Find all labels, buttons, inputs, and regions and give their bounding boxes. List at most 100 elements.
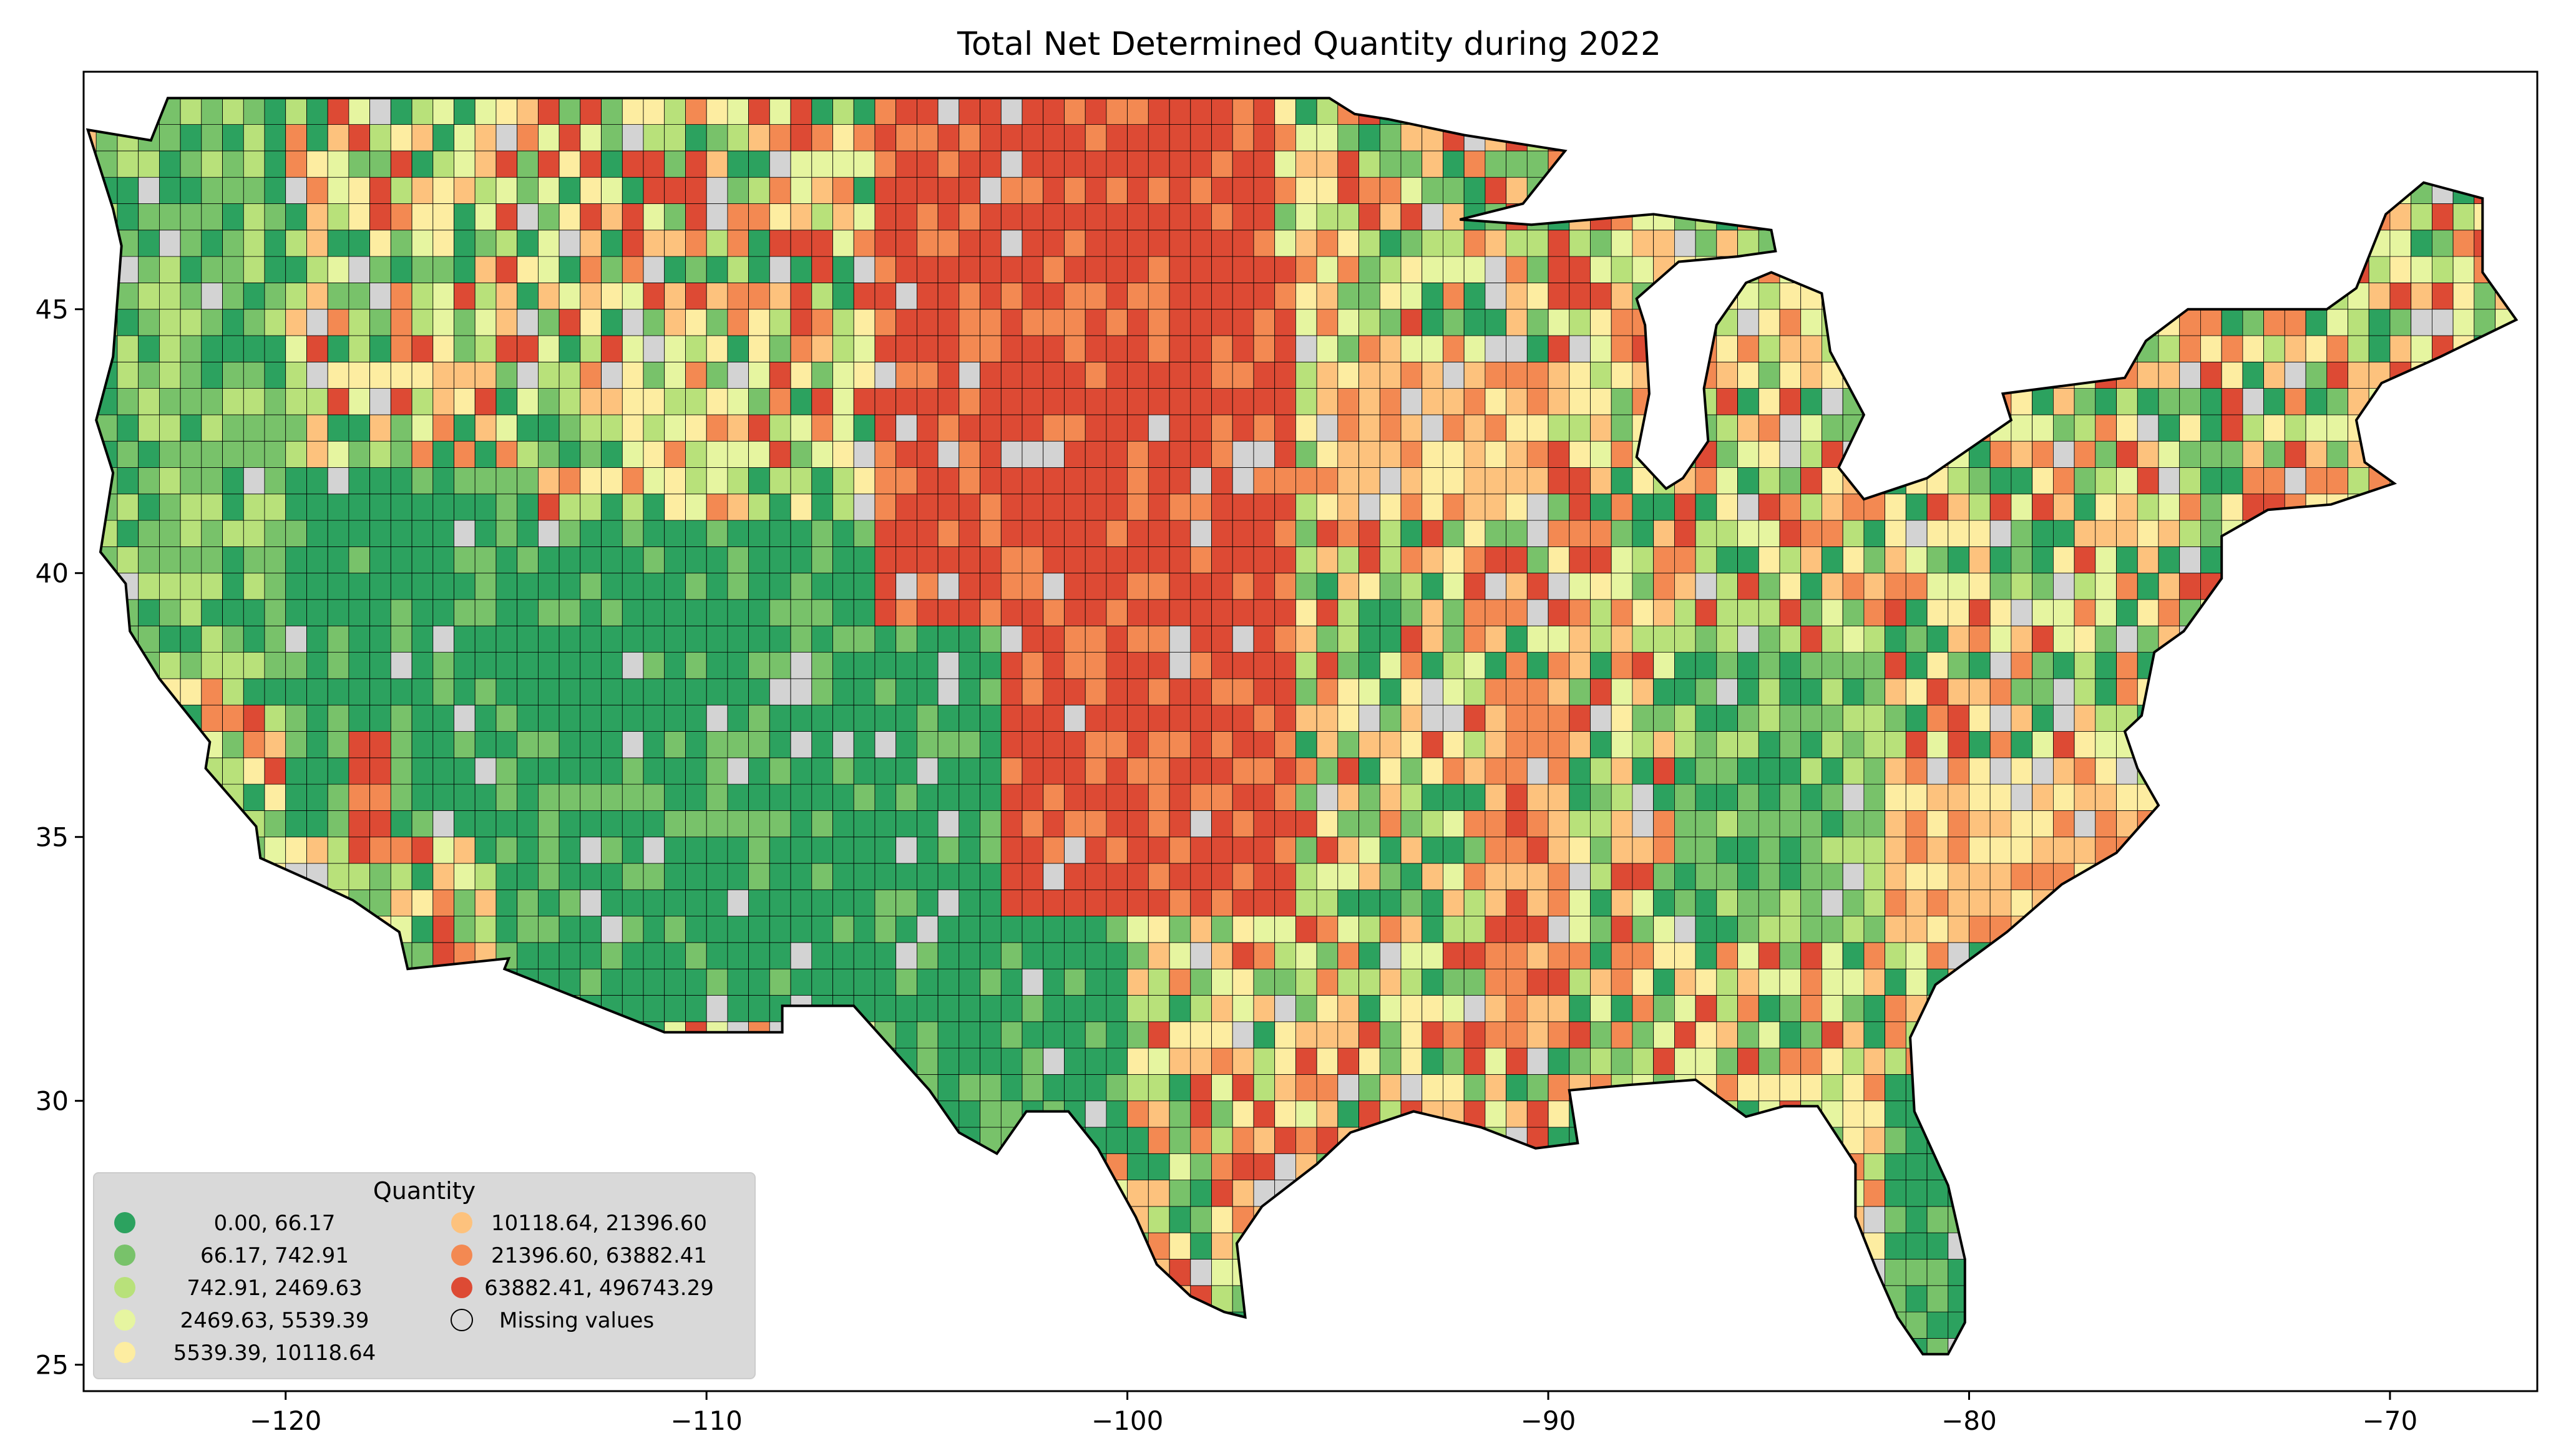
county-region xyxy=(1674,230,1696,257)
county-region xyxy=(411,546,434,574)
county-region xyxy=(622,361,644,389)
county-region xyxy=(874,440,897,468)
county-region xyxy=(1211,1127,1233,1154)
county-region xyxy=(2095,467,2117,495)
county-region xyxy=(1337,361,1359,389)
county-region xyxy=(180,256,202,283)
county-region xyxy=(895,388,917,415)
county-region xyxy=(1758,520,1780,547)
county-region xyxy=(1695,493,1717,521)
county-region xyxy=(643,810,665,838)
county-region xyxy=(1779,968,1802,996)
county-region xyxy=(643,309,665,336)
county-region xyxy=(474,335,497,362)
county-region xyxy=(1905,1285,1928,1313)
county-region xyxy=(1548,837,1570,864)
county-region xyxy=(1506,467,1528,495)
county-region xyxy=(2158,493,2180,521)
county-region xyxy=(1485,678,1506,706)
county-region xyxy=(1695,784,1717,811)
county-region xyxy=(495,810,518,838)
county-region xyxy=(917,520,939,547)
county-region xyxy=(1779,810,1802,838)
county-region xyxy=(1526,493,1549,521)
county-region xyxy=(1022,1021,1044,1049)
county-region xyxy=(1358,335,1380,362)
county-region xyxy=(980,1047,1002,1075)
county-region xyxy=(454,625,476,653)
county-region xyxy=(895,98,917,125)
county-region xyxy=(1169,230,1191,257)
county-region xyxy=(1506,177,1528,204)
county-region xyxy=(832,678,854,706)
county-region xyxy=(1190,810,1212,838)
county-region xyxy=(348,361,371,389)
county-region xyxy=(685,414,707,442)
county-region xyxy=(1695,889,1717,917)
county-region xyxy=(685,493,707,521)
county-region xyxy=(1000,309,1023,336)
county-region xyxy=(580,731,602,759)
county-region xyxy=(1905,837,1928,864)
county-region xyxy=(980,361,1002,389)
county-region xyxy=(1590,889,1612,917)
county-region xyxy=(1064,546,1086,574)
county-region xyxy=(390,810,412,838)
county-region xyxy=(1463,414,1486,442)
county-region xyxy=(159,230,181,257)
county-region xyxy=(1422,440,1443,468)
county-region xyxy=(1043,309,1065,336)
county-region xyxy=(664,863,686,890)
county-region xyxy=(201,335,223,362)
county-region xyxy=(832,916,854,943)
county-region xyxy=(369,98,391,125)
county-region xyxy=(790,599,812,626)
county-region xyxy=(1064,863,1086,890)
county-region xyxy=(643,757,665,785)
county-region xyxy=(937,784,960,811)
county-region xyxy=(1064,784,1086,811)
county-region xyxy=(559,757,581,785)
county-region xyxy=(180,520,202,547)
county-region xyxy=(1148,573,1170,600)
county-region xyxy=(390,230,412,257)
county-region xyxy=(1653,1021,1675,1049)
county-region xyxy=(643,704,665,732)
county-region xyxy=(1190,1100,1212,1128)
county-region xyxy=(917,150,939,178)
county-region xyxy=(1821,916,1843,943)
county-region xyxy=(643,98,665,125)
county-region xyxy=(2052,731,2075,759)
county-region xyxy=(1674,573,1696,600)
county-region xyxy=(1316,1021,1339,1049)
county-region xyxy=(1463,968,1486,996)
county-region xyxy=(1127,1100,1149,1128)
county-region xyxy=(243,625,265,653)
county-region xyxy=(1422,150,1443,178)
county-region xyxy=(1190,1153,1212,1181)
county-region xyxy=(2011,704,2032,732)
county-region xyxy=(1969,784,1991,811)
county-region xyxy=(1485,652,1506,679)
county-region xyxy=(1885,520,1906,547)
county-region xyxy=(1127,678,1149,706)
county-region xyxy=(1148,150,1170,178)
county-region xyxy=(1400,493,1423,521)
county-region xyxy=(559,678,581,706)
county-region xyxy=(853,230,876,257)
county-region xyxy=(1043,625,1065,653)
county-region xyxy=(937,889,960,917)
county-region xyxy=(1463,599,1486,626)
county-region xyxy=(348,98,371,125)
county-region xyxy=(1590,573,1612,600)
county-region xyxy=(1106,1047,1128,1075)
county-region xyxy=(811,361,833,389)
county-region xyxy=(432,440,454,468)
county-region xyxy=(1316,388,1339,415)
county-region xyxy=(2116,440,2138,468)
county-region xyxy=(495,98,518,125)
county-region xyxy=(306,678,328,706)
county-region xyxy=(706,177,728,204)
county-region xyxy=(2074,625,2096,653)
county-region xyxy=(180,467,202,495)
